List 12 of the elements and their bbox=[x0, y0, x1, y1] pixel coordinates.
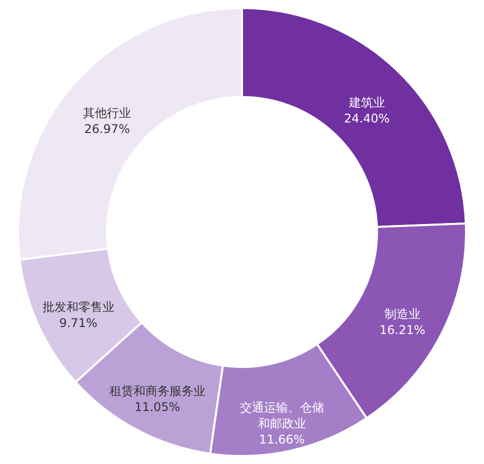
data-label: 16.21% bbox=[379, 322, 426, 337]
slice-label: 其他行业 bbox=[83, 106, 132, 120]
data-label: 9.71% bbox=[59, 316, 98, 330]
slice-label: 制造业 bbox=[384, 306, 420, 321]
data-label: 26.97% bbox=[84, 122, 130, 136]
slice-label: 建筑业 bbox=[348, 95, 385, 110]
data-label: 11.05% bbox=[134, 400, 180, 414]
slice-label: 租赁和商务服务业 bbox=[109, 384, 206, 398]
slice-label: 交通运输、仓储和邮政业 bbox=[240, 400, 324, 431]
data-label: 24.40% bbox=[344, 111, 390, 126]
slice-label: 批发和零售业 bbox=[42, 300, 114, 314]
data-label: 11.66% bbox=[259, 432, 305, 447]
